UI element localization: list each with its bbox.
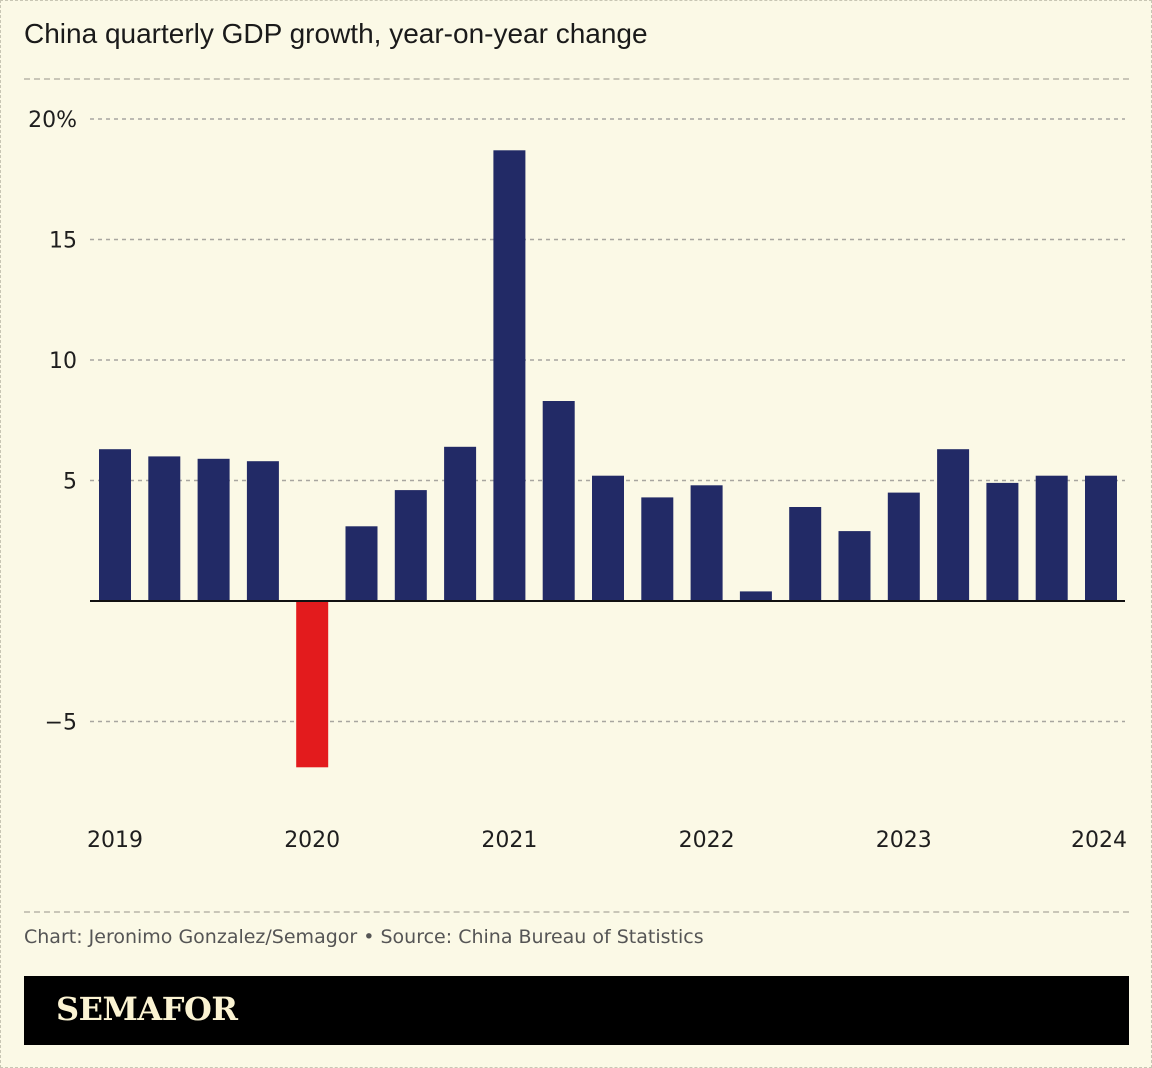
top-divider [24, 78, 1129, 80]
bar [148, 456, 181, 601]
semafor-logo: SEMAFOR [56, 990, 238, 1028]
x-tick-label: 2019 [87, 828, 143, 853]
x-tick-label: 2023 [876, 828, 932, 853]
bar [641, 497, 674, 601]
bar [986, 482, 1019, 601]
bar [592, 475, 624, 601]
bar [887, 492, 920, 602]
y-tick-label: 10 [49, 349, 77, 374]
x-tick-label: 2021 [481, 828, 537, 853]
bar [99, 449, 131, 601]
bar [493, 150, 526, 602]
bar [789, 507, 822, 601]
source-credit: Chart: Jeronimo Gonzalez/Semagor • Sourc… [24, 926, 704, 948]
y-tick-label: 5 [63, 470, 77, 495]
bar [838, 531, 871, 601]
gridlines [90, 118, 1125, 723]
bar [690, 485, 723, 601]
x-axis-ticks: 2019 2020 2021 2022 2023 2024 [87, 828, 1127, 853]
bar [345, 526, 378, 601]
bar [296, 601, 329, 768]
y-tick-label: −5 [45, 711, 77, 736]
bars [99, 150, 1117, 768]
x-tick-label: 2022 [679, 828, 735, 853]
y-tick-label: 20% [28, 108, 77, 133]
chart-title: China quarterly GDP growth, year-on-year… [24, 18, 648, 49]
y-axis-ticks: 20% 15 10 5 −5 [28, 108, 77, 736]
x-tick-label: 2020 [284, 828, 340, 853]
bar [1035, 475, 1068, 601]
bar [394, 490, 427, 601]
bar [197, 458, 230, 601]
y-tick-label: 15 [49, 229, 77, 254]
bottom-divider [24, 911, 1129, 913]
brand-bar: SEMAFOR [24, 976, 1129, 1045]
x-tick-label: 2024 [1071, 828, 1127, 853]
bar [542, 401, 575, 601]
bar [444, 446, 477, 601]
bar [739, 591, 772, 601]
bar [1085, 475, 1117, 601]
bar-chart: 20% 15 10 5 −5 2019 2020 2021 2022 2023 2024 [28, 108, 1127, 853]
bar [246, 461, 279, 601]
bar [937, 449, 970, 601]
